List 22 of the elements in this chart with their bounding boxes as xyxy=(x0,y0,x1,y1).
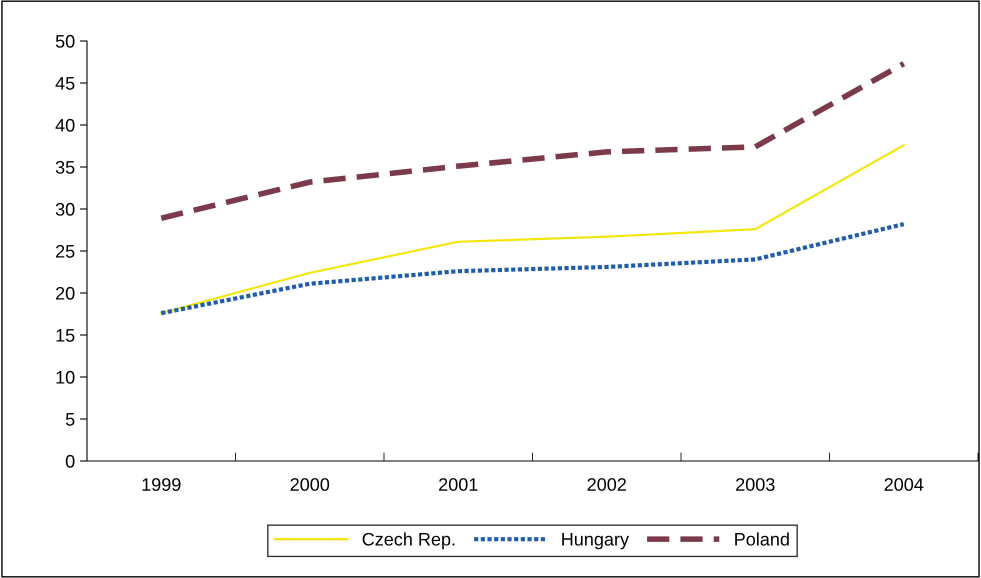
legend-label: Czech Rep. xyxy=(362,532,454,550)
y-tick-label: 25 xyxy=(56,244,74,258)
x-tick-label: 2004 xyxy=(884,478,924,491)
legend-label: Poland xyxy=(735,532,789,546)
x-tick-label: 2001 xyxy=(439,478,478,491)
y-tick-label: 20 xyxy=(56,286,74,300)
y-tick-label: 30 xyxy=(56,202,74,216)
y-tick-label: 40 xyxy=(56,118,74,132)
x-tick-label: 1999 xyxy=(142,478,180,491)
x-tick-label: 2002 xyxy=(588,478,626,491)
legend-label: Hungary xyxy=(562,533,629,550)
y-tick-label: 50 xyxy=(56,34,74,48)
y-tick-label: 5 xyxy=(66,413,74,426)
y-tick-label: 45 xyxy=(56,77,74,90)
y-tick-label: 10 xyxy=(56,370,74,384)
y-tick-label: 0 xyxy=(66,454,74,468)
line-series xyxy=(160,144,905,314)
x-tick-label: 2000 xyxy=(290,478,330,491)
x-tick-label: 2003 xyxy=(736,478,775,491)
line-series xyxy=(159,222,906,316)
y-tick-label: 35 xyxy=(56,160,74,174)
y-tick-label: 15 xyxy=(56,329,74,342)
